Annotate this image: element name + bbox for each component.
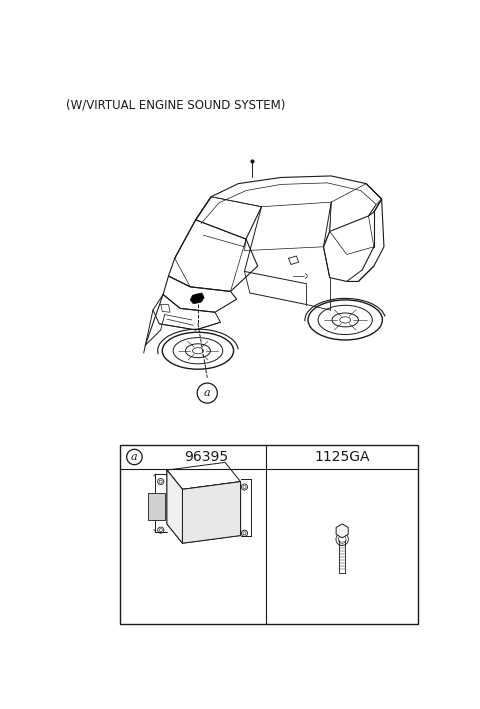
Polygon shape [147,493,166,520]
Text: 1125GA: 1125GA [314,450,370,464]
Text: a: a [204,388,211,398]
Polygon shape [167,470,182,543]
Text: 96395: 96395 [184,450,228,464]
Text: (W/VIRTUAL ENGINE SOUND SYSTEM): (W/VIRTUAL ENGINE SOUND SYSTEM) [66,99,286,112]
Polygon shape [336,524,348,538]
Text: a: a [131,452,138,462]
Bar [120,445,418,624]
Polygon shape [182,481,240,543]
Polygon shape [190,293,204,303]
